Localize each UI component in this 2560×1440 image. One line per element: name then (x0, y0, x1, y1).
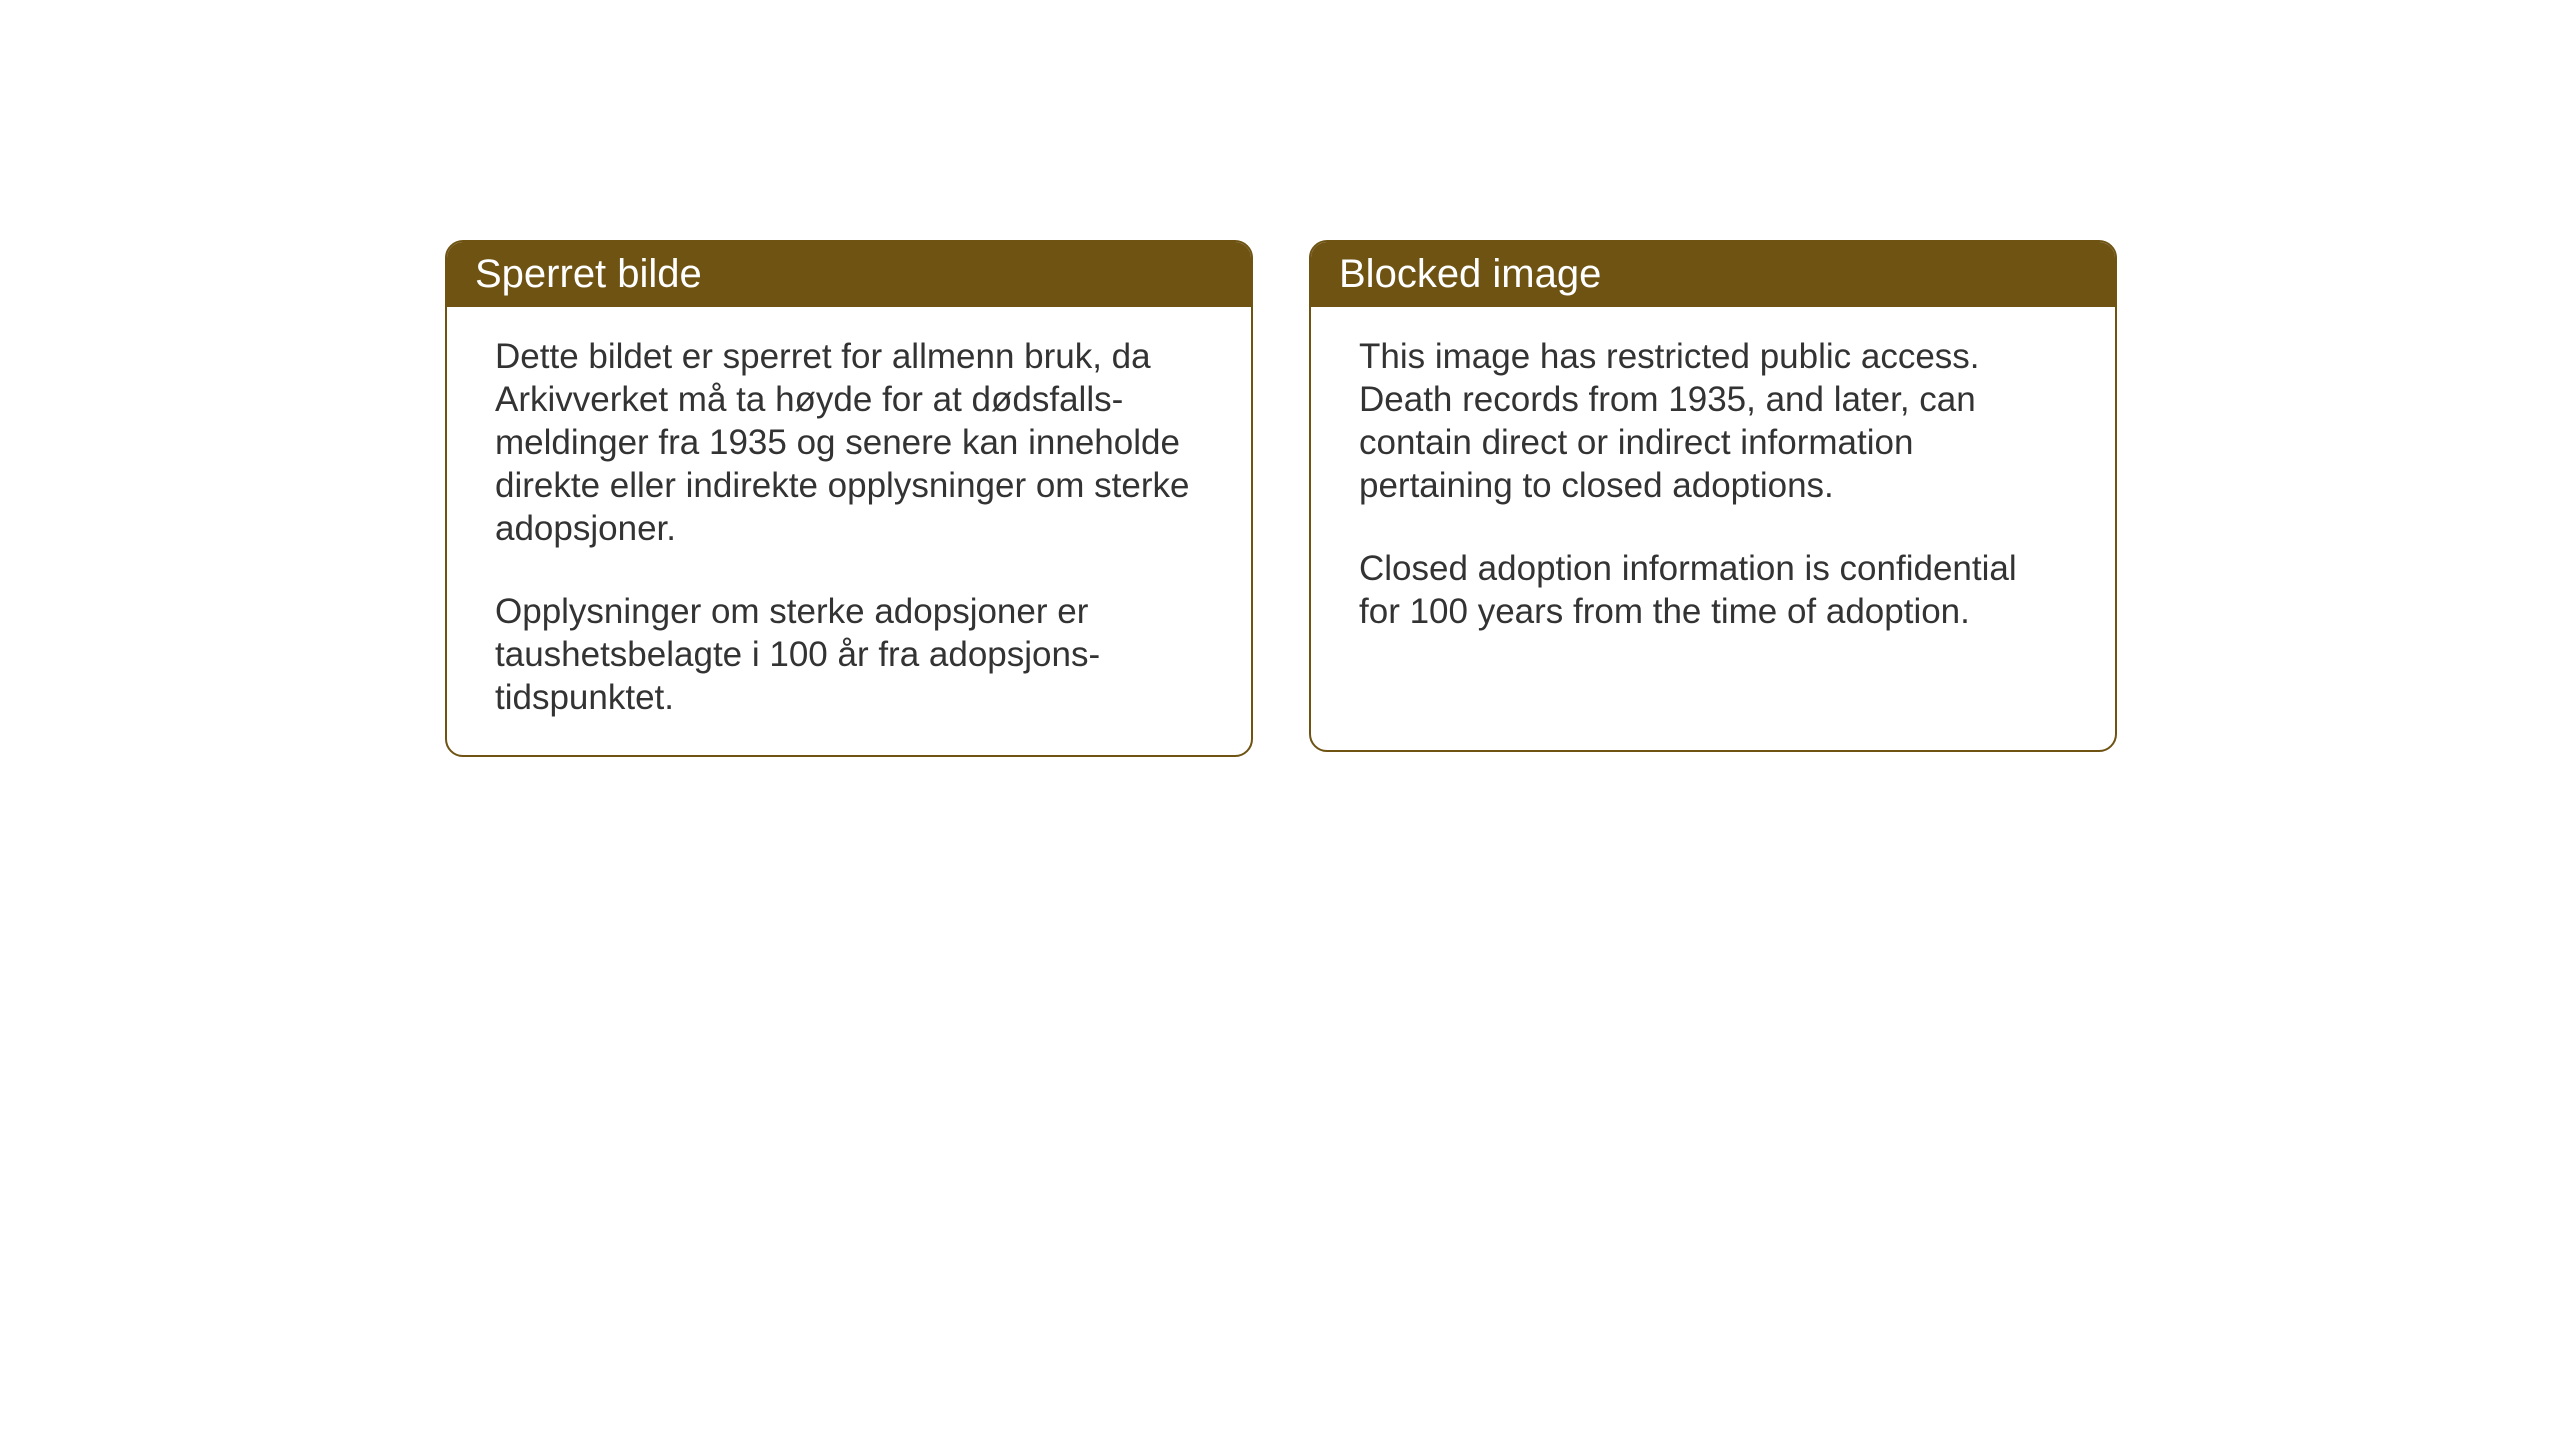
card-norwegian: Sperret bilde Dette bildet er sperret fo… (445, 240, 1253, 757)
card-english: Blocked image This image has restricted … (1309, 240, 2117, 752)
card-header-english: Blocked image (1311, 242, 2115, 307)
card-body-english: This image has restricted public access.… (1311, 307, 2115, 669)
card-paragraph-2-norwegian: Opplysninger om sterke adopsjoner er tau… (495, 590, 1203, 719)
card-paragraph-1-english: This image has restricted public access.… (1359, 335, 2067, 507)
card-body-norwegian: Dette bildet er sperret for allmenn bruk… (447, 307, 1251, 755)
cards-container: Sperret bilde Dette bildet er sperret fo… (445, 240, 2117, 757)
card-paragraph-2-english: Closed adoption information is confident… (1359, 547, 2067, 633)
card-header-norwegian: Sperret bilde (447, 242, 1251, 307)
card-paragraph-1-norwegian: Dette bildet er sperret for allmenn bruk… (495, 335, 1203, 550)
